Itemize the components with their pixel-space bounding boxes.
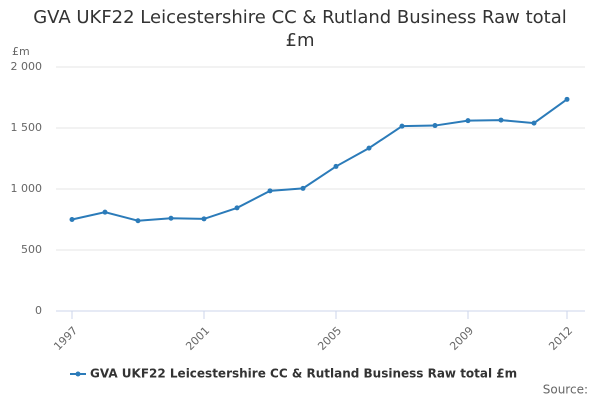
point (333, 163, 339, 169)
legend-label: GVA UKF22 Leicestershire CC & Rutland Bu… (90, 367, 517, 381)
y-tick-label: 1 000 (11, 182, 43, 195)
series-line (71, 98, 568, 222)
point (102, 209, 108, 215)
point (498, 117, 504, 123)
y-unit: £m (12, 45, 30, 58)
point (399, 123, 405, 129)
y-tick-label: 1 500 (11, 121, 43, 134)
chart-title: GVA UKF22 Leicestershire CC & Rutland Bu… (33, 7, 567, 51)
y-tick-label: 0 (35, 304, 42, 317)
x-tick-label: 2012 (546, 324, 575, 353)
point (69, 217, 75, 222)
point (168, 215, 174, 221)
point (234, 205, 240, 211)
x-tick-label: 1997 (51, 324, 80, 353)
point (465, 118, 471, 124)
source: Source: (543, 383, 588, 397)
point (135, 218, 141, 224)
point (201, 216, 207, 222)
x-tick-label: 2001 (183, 324, 212, 353)
point (432, 123, 438, 129)
x-tick-label: 2005 (315, 324, 344, 353)
point (267, 188, 273, 194)
x-tick-label: 2009 (447, 324, 476, 353)
legend-marker (75, 371, 81, 377)
point (366, 145, 372, 151)
point (300, 185, 306, 191)
point (531, 120, 537, 126)
point (564, 96, 570, 102)
y-tick-label: 2 000 (11, 60, 43, 73)
y-tick-label: 500 (21, 243, 42, 256)
